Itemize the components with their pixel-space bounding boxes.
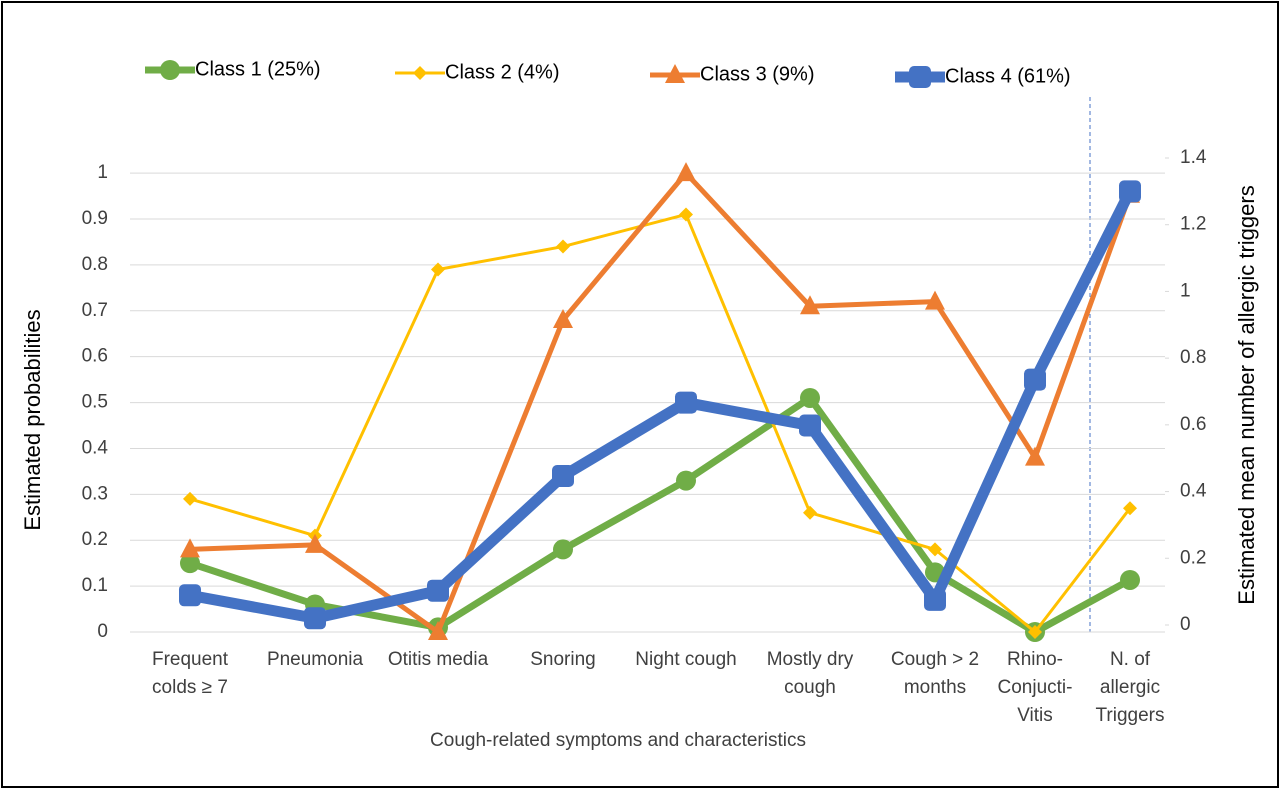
y-tick-label: 1 <box>97 162 108 183</box>
point <box>180 553 200 574</box>
y2-tick-label: 1 <box>1180 280 1191 301</box>
legend-label: Class 2 (4%) <box>445 61 559 83</box>
x-tick-label: Night cough <box>635 649 736 670</box>
point <box>675 391 697 414</box>
y2-tick-label: 0.8 <box>1180 347 1206 368</box>
y-tick-label: 0.9 <box>82 208 108 229</box>
point <box>1025 446 1045 466</box>
point <box>180 538 200 558</box>
y-tick-label: 0 <box>97 621 108 642</box>
y2-tick-label: 0.4 <box>1180 481 1207 502</box>
point <box>553 539 573 560</box>
point <box>676 470 696 491</box>
point <box>304 607 326 630</box>
y2-tick-label: 1.4 <box>1180 147 1207 168</box>
point <box>179 584 201 607</box>
y-tick-label: 0.3 <box>82 483 108 504</box>
point <box>428 621 448 640</box>
point <box>924 588 946 611</box>
legend-marker <box>909 66 931 88</box>
x-tick-label: Pneumonia <box>267 649 364 670</box>
y-axis-title: Estimated probabilities <box>20 309 45 530</box>
y-tick-label: 0.8 <box>82 254 108 275</box>
x-tick-label: N. of allergic Triggers <box>1096 649 1165 726</box>
point <box>431 262 445 277</box>
y2-tick-label: 0.6 <box>1180 414 1206 435</box>
point <box>800 387 820 408</box>
point <box>1119 180 1141 203</box>
point <box>928 542 942 557</box>
y-tick-label: 0.4 <box>82 437 109 458</box>
point <box>676 162 696 182</box>
x-axis-title: Cough-related symptoms and characteristi… <box>430 730 806 751</box>
point <box>553 308 573 328</box>
point <box>925 290 945 310</box>
point <box>1024 368 1046 391</box>
y2-tick-label: 0 <box>1180 614 1191 635</box>
legend-marker <box>160 60 180 80</box>
point <box>1120 569 1140 590</box>
point <box>800 295 820 315</box>
point <box>803 505 817 520</box>
point <box>1123 501 1137 516</box>
legend-label: Class 1 (25%) <box>195 58 321 80</box>
x-tick-label: Otitis media <box>388 649 489 670</box>
x-tick-label: Mostly dry cough <box>767 649 854 698</box>
point <box>556 239 570 254</box>
point <box>679 207 693 222</box>
y2-tick-label: 1.2 <box>1180 214 1206 235</box>
x-tick-label: Frequent colds ≥ 7 <box>152 649 229 698</box>
x-tick-label: Cough > 2 months <box>891 649 979 698</box>
point <box>183 491 197 506</box>
y-tick-label: 0.7 <box>82 300 108 321</box>
y2-tick-label: 0.2 <box>1180 547 1206 568</box>
y-tick-label: 0.6 <box>82 346 108 367</box>
legend-label: Class 3 (9%) <box>700 63 814 85</box>
x-tick-label: Snoring <box>530 649 596 670</box>
point <box>552 464 574 487</box>
point <box>1028 625 1042 639</box>
point <box>305 533 325 553</box>
x-tick-label: Rhino-Conjucti-Vitis <box>998 649 1073 726</box>
legend-label: Class 4 (61%) <box>945 65 1071 87</box>
legend-marker <box>665 64 685 83</box>
legend-marker <box>413 66 427 80</box>
point <box>427 579 449 602</box>
point <box>799 414 821 437</box>
y-tick-label: 0.5 <box>82 392 108 413</box>
y-tick-label: 0.2 <box>82 529 108 550</box>
y2-axis-title: Estimated mean number of allergic trigge… <box>1234 185 1259 604</box>
y-tick-label: 0.1 <box>82 575 108 596</box>
